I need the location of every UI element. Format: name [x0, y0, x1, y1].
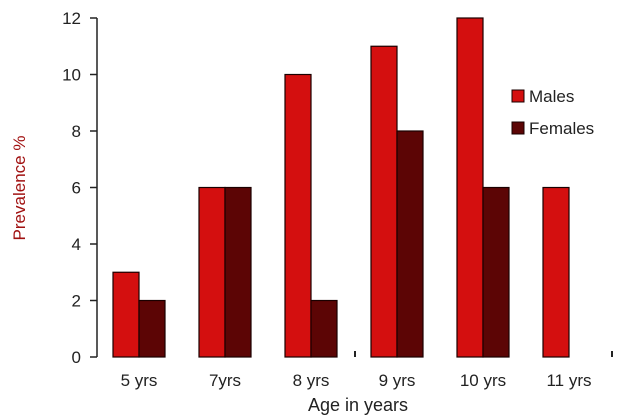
bar-females-4: [482, 186, 510, 358]
legend-label-males: Males: [529, 87, 574, 106]
y-tick-label: 2: [72, 292, 81, 311]
y-tick-label: 0: [72, 348, 81, 367]
y-tick-label: 8: [72, 122, 81, 141]
y-ticks-group: 0 2 4 6 8 10 12: [62, 9, 97, 367]
bar-males-5: [542, 186, 570, 358]
bar-females-3: [396, 130, 424, 358]
legend: Males Females: [511, 87, 594, 138]
x-tick-label: 5 yrs: [121, 371, 158, 390]
bar-males-3: [370, 45, 398, 358]
y-tick-label: 4: [72, 235, 81, 254]
x-tick-label: 11 yrs: [546, 371, 591, 390]
bar-males-4: [456, 17, 484, 358]
bar-males-0: [112, 271, 140, 358]
x-axis-label: Age in years: [308, 395, 408, 415]
y-tick-label: 10: [62, 66, 81, 85]
y-tick-label: 12: [62, 9, 81, 28]
bar-males-1: [198, 186, 226, 358]
bars-group: [112, 17, 613, 358]
bar-females-2: [310, 299, 338, 358]
legend-label-females: Females: [529, 119, 594, 138]
x-tick-label: 8 yrs: [293, 371, 330, 390]
legend-swatch-males: [511, 89, 525, 103]
legend-swatch-females: [511, 121, 525, 135]
bar-females-1: [224, 186, 252, 358]
y-axis-label: Prevalence %: [10, 136, 29, 241]
bar-females-0: [138, 299, 166, 358]
x-tick-label: 9 yrs: [379, 371, 416, 390]
y-tick-label: 6: [72, 179, 81, 198]
x-ticks-group: 5 yrs 7yrs 8 yrs 9 yrs 10 yrs 11 yrs: [121, 371, 592, 390]
x-tick-label: 7yrs: [209, 371, 241, 390]
x-tick-label: 10 yrs: [460, 371, 506, 390]
bar-males-2: [284, 73, 312, 358]
